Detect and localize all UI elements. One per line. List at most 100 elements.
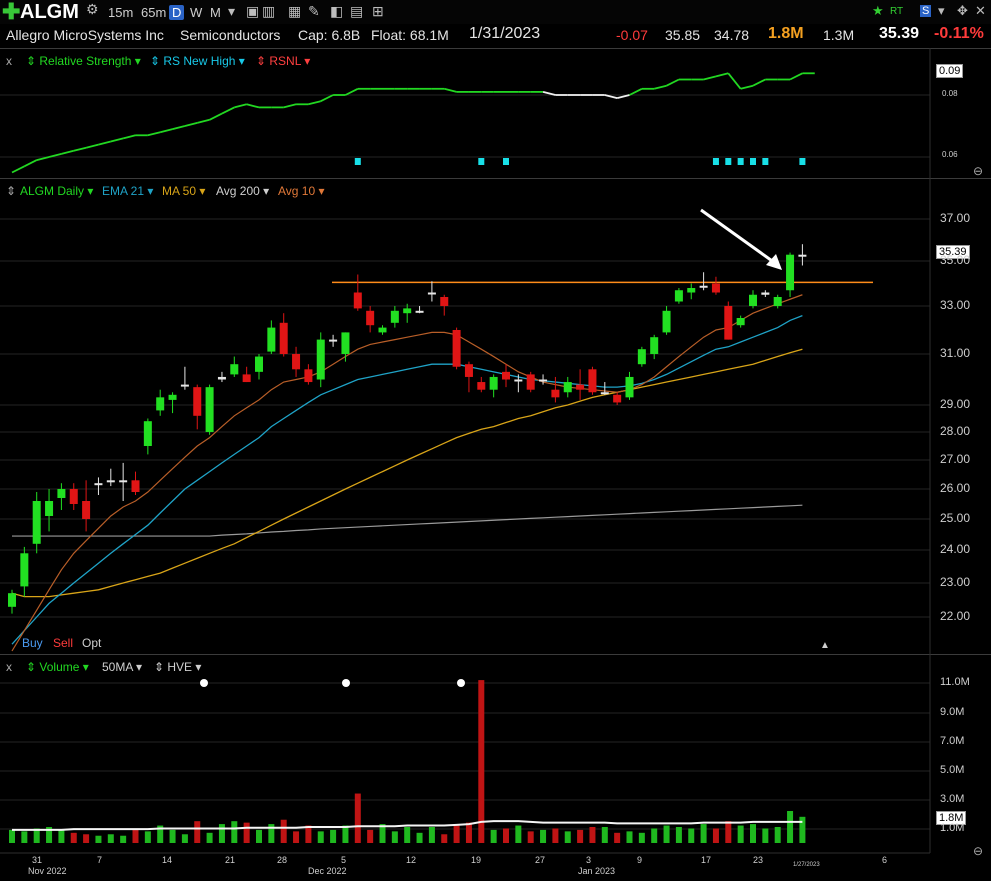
- volume-bar: [404, 827, 411, 843]
- timeframe-65m[interactable]: 65m: [141, 5, 167, 20]
- price-tick: 26.00: [940, 481, 971, 495]
- chevron-down-icon[interactable]: ▾: [228, 3, 236, 19]
- grid-icon[interactable]: ⊞: [372, 3, 384, 19]
- volume-bar: [231, 821, 238, 843]
- volume-bar: [651, 828, 658, 843]
- price-collapse-icon[interactable]: ⇕: [6, 184, 17, 198]
- candle-body: [440, 297, 449, 306]
- candle-body: [8, 593, 16, 607]
- rs-collapse-icon[interactable]: ⊖: [973, 164, 984, 178]
- volume-bar: [540, 829, 547, 843]
- date-tick: 6: [882, 855, 888, 865]
- volume-bar: [564, 831, 571, 843]
- star-icon[interactable]: ★: [872, 3, 884, 18]
- volume-bar: [478, 680, 485, 843]
- volume-bar: [218, 824, 225, 843]
- add-symbol-icon[interactable]: ✚: [2, 0, 21, 24]
- volume-bar: [503, 828, 509, 843]
- tools-icon[interactable]: ⚙: [86, 1, 99, 17]
- rs-line-segment: [616, 94, 630, 99]
- volume-tick: 7.0M: [940, 735, 965, 747]
- rs-line-segment: [98, 140, 112, 146]
- volume-50ma-legend[interactable]: 50MA ▾: [102, 660, 143, 674]
- volume-tick: 11.0M: [940, 676, 970, 688]
- volume-bar: [552, 828, 559, 843]
- volume-close-button[interactable]: x: [6, 660, 12, 674]
- volume-bar: [206, 832, 213, 843]
- rs-close-button[interactable]: x: [6, 54, 12, 68]
- candle-body: [563, 382, 572, 393]
- symbol-label[interactable]: ALGM: [20, 1, 79, 23]
- price-legend-series[interactable]: ALGM Daily ▾: [20, 184, 94, 198]
- candle-body: [230, 364, 239, 375]
- date-tick: 9: [637, 855, 643, 865]
- timeframe-daily[interactable]: D: [169, 5, 185, 20]
- timeframe-weekly[interactable]: W: [190, 5, 203, 20]
- s-icon[interactable]: S: [920, 5, 932, 17]
- candle-body: [255, 356, 263, 372]
- rs-line-segment: [703, 75, 717, 81]
- buy-button[interactable]: Buy: [22, 636, 43, 650]
- candle-body: [749, 294, 757, 306]
- volume-bar: [33, 828, 40, 843]
- hve-legend[interactable]: ⇕ HVE ▾: [154, 660, 202, 674]
- avg10-legend[interactable]: Avg 10 ▾: [278, 184, 325, 198]
- candle-body: [205, 387, 214, 432]
- ema21-legend[interactable]: EMA 21 ▾: [102, 184, 154, 198]
- avg200-legend[interactable]: Avg 200 ▾: [216, 184, 270, 198]
- rs-line-segment: [23, 159, 38, 168]
- timeframe-monthly[interactable]: M: [210, 5, 221, 20]
- price-tick: 27.00: [940, 452, 971, 466]
- candle-body: [32, 501, 41, 544]
- layers-icon[interactable]: ◧: [330, 3, 344, 19]
- volume-legend[interactable]: ⇕ Volume ▾: [26, 660, 89, 674]
- candle-body: [316, 339, 325, 380]
- expand-icon[interactable]: ✥: [957, 3, 968, 18]
- candle-body: [526, 374, 535, 390]
- volume-settings-icon[interactable]: ⊖: [973, 844, 984, 858]
- date-tick: 23: [753, 855, 764, 865]
- option-button[interactable]: Opt: [82, 636, 102, 650]
- scroll-up-icon[interactable]: ▲: [820, 640, 830, 651]
- hve-marker: [200, 679, 208, 687]
- ma50-legend[interactable]: MA 50 ▾: [162, 184, 206, 198]
- pencil-icon[interactable]: ✎: [308, 3, 320, 19]
- rs-line-segment: [147, 131, 161, 137]
- volume-bar: [169, 829, 176, 843]
- date-tick: Nov 2022: [28, 866, 67, 876]
- close-icon[interactable]: ✕: [975, 3, 986, 18]
- rsnl-label[interactable]: ⇕ RSNL ▾: [256, 54, 311, 68]
- candle-body: [156, 397, 165, 411]
- ma50-line: [11, 348, 803, 598]
- timeframe-15m[interactable]: 15m: [108, 5, 134, 20]
- rs-line-segment: [61, 149, 74, 155]
- rt-icon[interactable]: RT: [890, 6, 904, 17]
- notes-icon[interactable]: ▤: [350, 3, 364, 19]
- avg-volume: 1.3M: [823, 27, 855, 43]
- dropdown-icon[interactable]: ▾: [938, 3, 945, 18]
- volume-tick: 9.0M: [940, 706, 965, 718]
- candle-body: [242, 374, 251, 383]
- volume-bar: [181, 834, 188, 843]
- rs-indicator-label[interactable]: ⇕ Relative Strength ▾: [26, 54, 141, 68]
- rsnl-name: RSNL: [269, 54, 301, 68]
- date-tick: 17: [701, 855, 712, 865]
- toolbar-icon-2[interactable]: ▥: [262, 3, 276, 19]
- candle-body: [539, 379, 548, 382]
- candle-body: [613, 394, 622, 403]
- date-tick: 31: [32, 855, 43, 865]
- volume-bar: [577, 829, 584, 843]
- candle-body: [637, 349, 646, 365]
- candle-body: [57, 489, 66, 498]
- calculator-icon[interactable]: ▦: [288, 3, 302, 19]
- quote-date: 1/31/2023: [469, 25, 541, 42]
- rs-tick-high: 0.08: [942, 89, 958, 98]
- rs-new-high-marker: [503, 158, 509, 165]
- candle-body: [724, 306, 733, 340]
- sell-button[interactable]: Sell: [53, 636, 74, 650]
- toolbar-icon-1[interactable]: ▣: [246, 3, 260, 19]
- candle-body: [193, 387, 202, 416]
- candle-body: [353, 292, 362, 309]
- rs-new-high-label[interactable]: ⇕ RS New High ▾: [150, 54, 245, 68]
